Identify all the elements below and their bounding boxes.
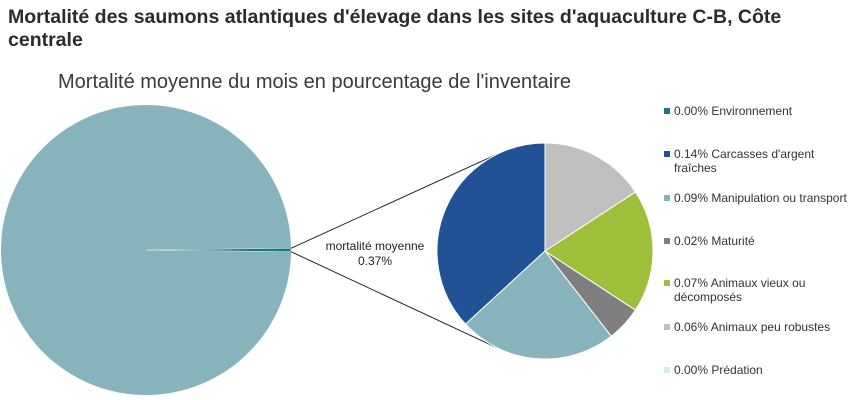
legend-label: 0.00% Environnement — [674, 104, 793, 118]
breakdown-slice-5 — [544, 191, 654, 311]
legend-swatch — [664, 280, 670, 286]
mortality-average-value: 0.37% — [358, 254, 392, 268]
main-pie-slice-mortality — [145, 248, 292, 252]
legend-item: 0.14% Carcasses d'argent fraîches — [664, 147, 860, 175]
legend-item: 0.07% Animaux vieux ou décomposés — [664, 276, 860, 304]
connector-line-top — [290, 153, 498, 249]
connector-line-bottom — [290, 251, 498, 349]
legend-swatch — [664, 151, 670, 157]
legend-swatch — [664, 367, 670, 373]
chart-subtitle: Mortalité moyenne du mois en pourcentage… — [58, 71, 572, 93]
breakdown-pie — [436, 142, 654, 360]
legend-swatch — [664, 108, 670, 114]
legend-item: 0.02% Maturité — [664, 234, 860, 248]
legend-item: 0.00% Prédation — [664, 363, 860, 377]
main-pie — [0, 105, 292, 395]
legend-item: 0.06% Animaux peu robustes — [664, 320, 860, 334]
connector-lines — [290, 153, 498, 349]
legend-swatch — [664, 324, 670, 330]
legend-item: 0.00% Environnement — [664, 104, 860, 118]
legend-swatch — [664, 238, 670, 244]
breakdown-slice-3 — [464, 250, 613, 360]
breakdown-slice-6 — [544, 142, 637, 252]
legend-item: 0.09% Manipulation ou transport — [664, 191, 860, 205]
mortality-average-label: mortalité moyenne — [326, 239, 425, 253]
legend-label: 0.09% Manipulation ou transport — [674, 191, 847, 205]
legend-label: 0.14% Carcasses d'argent fraîches — [674, 147, 815, 175]
legend-label: 0.06% Animaux peu robustes — [674, 320, 831, 334]
main-pie-slice-inventory — [0, 105, 291, 395]
breakdown-slice-2 — [436, 142, 546, 325]
legend-label: 0.07% Animaux vieux ou décomposés — [674, 276, 806, 304]
legend-swatch — [664, 195, 670, 201]
legend-label: 0.00% Prédation — [674, 363, 763, 377]
legend-label: 0.02% Maturité — [674, 234, 755, 248]
chart-title: Mortalité des saumons atlantiques d'élev… — [8, 6, 782, 51]
